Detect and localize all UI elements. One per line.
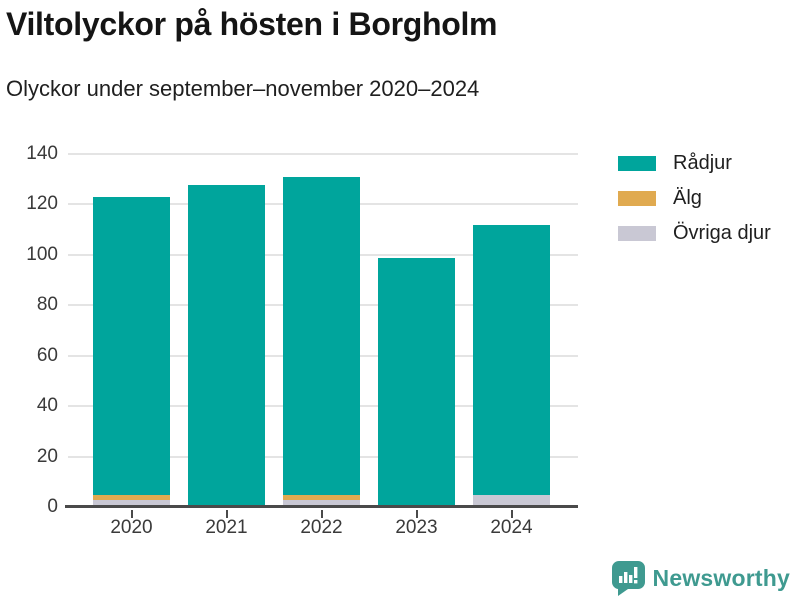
plot-area	[65, 153, 578, 508]
x-tick-2022	[320, 510, 323, 518]
legend-label-Älg: Älg	[673, 187, 702, 209]
x-tick-2024	[510, 510, 513, 518]
y-tick-label-80: 80	[36, 294, 58, 316]
legend-item-Rådjur: Rådjur	[618, 146, 771, 181]
bar-2020-Rådjur	[93, 197, 170, 495]
bar-2020-Övriga djur	[93, 499, 170, 505]
y-tick-label-120: 120	[26, 193, 58, 215]
x-tick-label-2021: 2021	[205, 517, 248, 538]
chart-title: Viltolyckor på hösten i Borgholm	[6, 6, 498, 42]
legend-swatch-Älg	[618, 191, 656, 206]
x-tick-2020	[130, 510, 133, 518]
legend: Rådjur Älg Övriga djur	[618, 146, 771, 251]
bar-2023-Rådjur	[378, 257, 455, 505]
x-tick-2023	[415, 510, 418, 518]
x-axis-line	[65, 505, 578, 508]
legend-item-Övriga djur: Övriga djur	[618, 216, 771, 251]
x-tick-label-2020: 2020	[110, 517, 153, 538]
legend-swatch-Övriga djur	[618, 226, 656, 241]
newsworthy-logo-icon	[611, 561, 645, 596]
brand-name: Newsworthy	[652, 565, 790, 591]
bar-2022-Övriga djur	[283, 499, 360, 505]
gridline-140	[68, 153, 578, 155]
chart-subtitle: Olyckor under september–november 2020–20…	[6, 76, 480, 101]
legend-item-Älg: Älg	[618, 181, 771, 216]
y-tick-label-140: 140	[26, 143, 58, 164]
bar-2022-Älg	[283, 494, 360, 500]
x-tick-label-2024: 2024	[490, 517, 533, 538]
y-tick-label-20: 20	[36, 445, 58, 467]
bar-2024-Övriga djur	[473, 494, 550, 505]
y-tick-label-40: 40	[36, 395, 58, 417]
bar-2024-Rådjur	[473, 225, 550, 495]
y-tick-label-100: 100	[26, 243, 58, 265]
bar-2022-Rådjur	[283, 177, 360, 495]
legend-swatch-Rådjur	[618, 156, 656, 171]
x-tick-label-2023: 2023	[395, 517, 438, 538]
bar-2020-Älg	[93, 494, 170, 500]
x-tick-2021	[225, 510, 228, 518]
y-tick-label-0: 0	[47, 496, 58, 517]
legend-label-Rådjur: Rådjur	[673, 152, 732, 174]
legend-label-Övriga djur: Övriga djur	[673, 222, 771, 244]
x-tick-label-2022: 2022	[300, 517, 343, 538]
bar-2021-Rådjur	[188, 184, 265, 505]
brand-footer[interactable]: Newsworthy	[611, 561, 790, 596]
y-tick-label-60: 60	[36, 344, 58, 366]
